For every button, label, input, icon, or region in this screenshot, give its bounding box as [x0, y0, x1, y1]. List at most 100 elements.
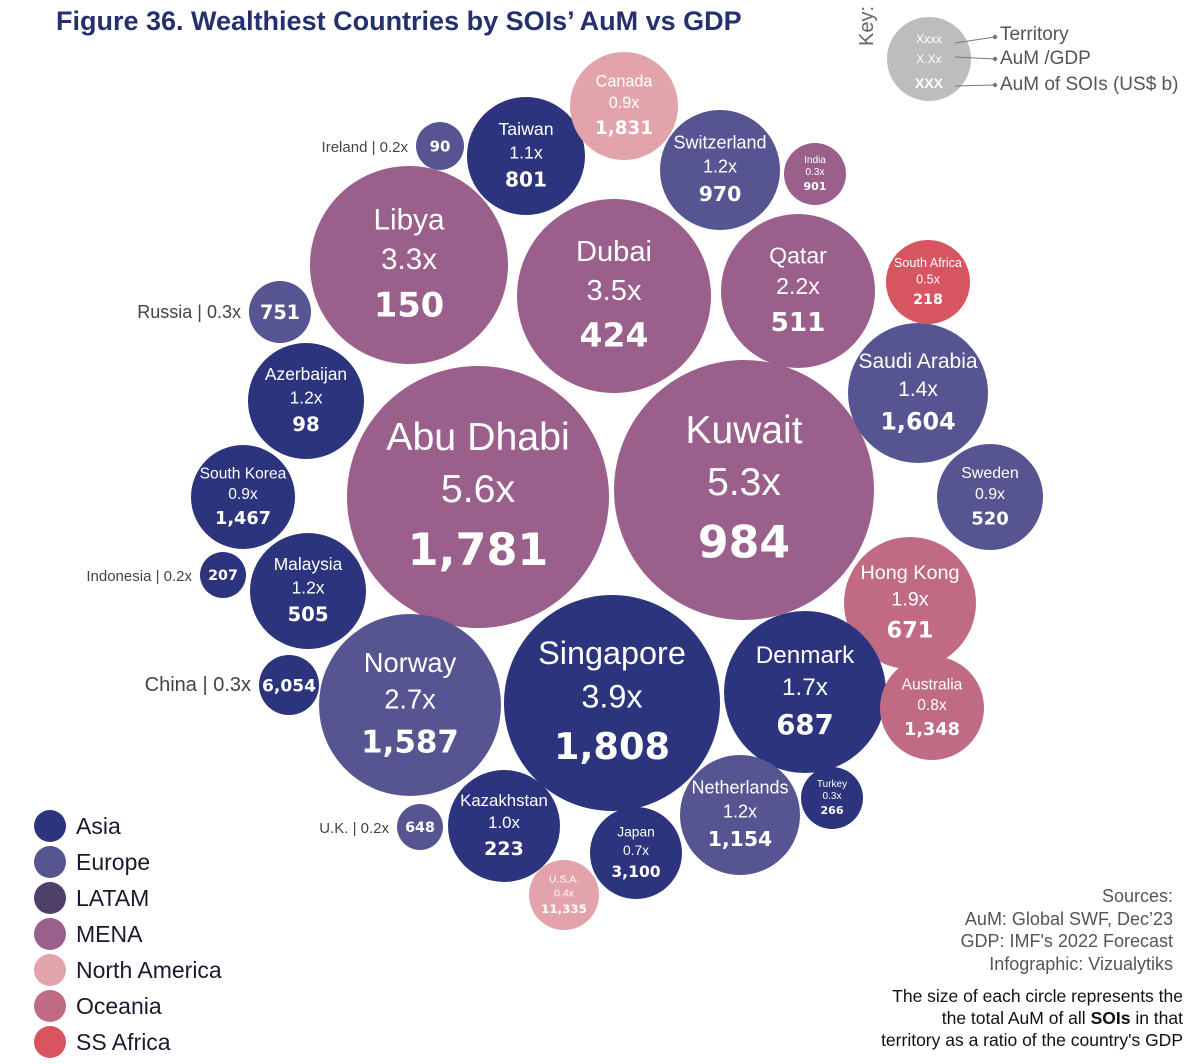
sources-heading: Sources: [1101, 886, 1173, 906]
bubble-side-label: Ireland | 0.2x [322, 139, 409, 156]
legend-label: SS Africa [76, 1028, 171, 1055]
bubble-territory-label: Netherlands [691, 777, 788, 797]
bubble-side-label: Russia | 0.3x [137, 302, 241, 322]
bubble-territory-label: Hong Kong [861, 562, 960, 584]
bubble-circle [614, 360, 874, 620]
bubble-aum-label: 1,781 [408, 525, 549, 576]
bubble-territory-label: South Korea [200, 465, 287, 482]
legend-label: North America [76, 956, 222, 983]
bubble-circle [504, 595, 720, 811]
bubble-territory-label: South Africa [894, 256, 962, 270]
bubble-territory-label: Malaysia [274, 554, 343, 574]
bubble-ratio-label: 1.2x [290, 387, 323, 407]
legend-swatch-mena [34, 918, 66, 950]
key-sample-territory: Xxxx [916, 32, 942, 46]
bubble-aum-label: 648 [405, 820, 435, 836]
bubble-denmark: Denmark 1.7x 687 [724, 611, 886, 773]
bubble-aum-label: 1,808 [554, 725, 670, 768]
bubble-territory-label: Turkey [817, 779, 847, 790]
bubble-aum-label: 424 [580, 315, 649, 354]
bubble-ratio-label: 0.5x [916, 273, 941, 287]
bubble-circle [249, 281, 311, 343]
bubble-ratio-label: 3.3x [381, 243, 437, 276]
bubble-kazakhstan: Kazakhstan 1.0x 223 [448, 770, 560, 882]
bubble-territory-label: Australia [902, 676, 963, 693]
bubble-territory-label: Switzerland [673, 132, 766, 152]
key-heading: Key: [856, 5, 878, 46]
bubble-ratio-label: 2.2x [776, 273, 820, 299]
bubble-circle [310, 166, 508, 364]
bubble-abu-dhabi: Abu Dhabi 5.6x 1,781 [347, 366, 609, 628]
key-connector-line [954, 56, 996, 60]
sources: Sources: AuM: Global SWF, Dec’23 GDP: IM… [960, 885, 1173, 975]
bubble-switzerland: Switzerland 1.2x 970 [660, 110, 780, 230]
key-connector-line [954, 36, 996, 44]
bubble-aum-label: 1,604 [880, 407, 955, 435]
bubble-circle [721, 214, 875, 368]
note-line-2a: the total AuM of all [941, 1008, 1091, 1028]
legend-item-asia: Asia [34, 808, 222, 844]
bubble-aum-label: 801 [505, 168, 547, 192]
bubble-aum-label: 671 [887, 617, 934, 643]
key-sample-ratio: X.Xx [916, 52, 941, 66]
legend-swatch-oceania [34, 990, 66, 1022]
bubble-circle [191, 445, 295, 549]
bubble-ratio-label: 1.1x [509, 142, 543, 162]
bubble-territory-label: Sweden [961, 465, 1018, 482]
bubble-circle [200, 552, 246, 598]
bubble-territory-label: Azerbaijan [265, 364, 347, 384]
bubble-circle [801, 767, 863, 829]
note-line-3: territory as a ratio of the country's GD… [881, 1030, 1183, 1050]
bubble-ireland: 90 Ireland | 0.2x [322, 122, 464, 170]
legend-label: Oceania [76, 992, 162, 1019]
bubble-ratio-label: 3.9x [581, 678, 642, 714]
bubble-u-k: 648 U.K. | 0.2x [319, 804, 443, 850]
legend-item-europe: Europe [34, 844, 222, 880]
bubble-qatar: Qatar 2.2x 511 [721, 214, 875, 368]
key-sample: Xxxx X.Xx XXX [887, 17, 998, 101]
bubble-kuwait: Kuwait 5.3x 984 [614, 360, 874, 620]
bubble-circle [848, 323, 988, 463]
bubble-aum-label: 266 [821, 804, 844, 817]
legend: Asia Europe LATAM MENA North America Oce… [34, 808, 222, 1060]
key-sample-aum: XXX [915, 75, 944, 91]
legend-label: Asia [76, 812, 121, 839]
legend-label: Europe [76, 848, 151, 875]
bubble-aum-label: 511 [771, 308, 826, 338]
bubble-side-label: U.K. | 0.2x [319, 820, 389, 837]
bubble-ratio-label: 1.4x [898, 378, 938, 401]
bubble-territory-label: Denmark [756, 642, 855, 669]
bubble-aum-label: 751 [260, 301, 300, 324]
legend-swatch-asia [34, 810, 66, 842]
bubble-circle [937, 444, 1043, 550]
bubble-ratio-label: 1.2x [292, 577, 325, 597]
bubble-malaysia: Malaysia 1.2x 505 [250, 533, 366, 649]
bubble-russia: 751 Russia | 0.3x [137, 281, 311, 343]
bubble-dubai: Dubai 3.5x 424 [517, 199, 711, 393]
bubble-ratio-label: 0.9x [975, 486, 1005, 503]
bubble-aum-label: 984 [698, 518, 790, 569]
bubble-aum-label: 1,467 [215, 509, 271, 529]
note-line-2: the total AuM of all SOIs in that [881, 1007, 1183, 1029]
bubble-aum-label: 223 [484, 838, 524, 860]
bubble-circle [886, 240, 970, 324]
legend-label: MENA [76, 920, 143, 947]
bubble-ratio-label: 3.5x [587, 275, 642, 307]
bubble-ratio-label: 1.7x [782, 674, 828, 701]
bubble-side-label: Indonesia | 0.2x [86, 568, 192, 585]
bubble-circle [724, 611, 886, 773]
bubble-ratio-label: 1.9x [891, 589, 928, 611]
bubble-circle [570, 52, 678, 160]
bubble-aum-label: 150 [374, 285, 444, 324]
bubble-circle [660, 110, 780, 230]
bubble-south-africa: South Africa 0.5x 218 [886, 240, 970, 324]
sources-aum: AuM: Global SWF, Dec’23 [964, 908, 1173, 929]
bubble-saudi-arabia: Saudi Arabia 1.4x 1,604 [848, 323, 988, 463]
note-line-1: The size of each circle represents the [892, 986, 1183, 1006]
note-line-2b: SOIs [1090, 1008, 1131, 1028]
bubble-ratio-label: 1.0x [488, 813, 520, 832]
key-aum-label: AuM of SOIs (US$ b) [1000, 74, 1179, 95]
bubble-ratio-label: 0.9x [609, 94, 640, 112]
